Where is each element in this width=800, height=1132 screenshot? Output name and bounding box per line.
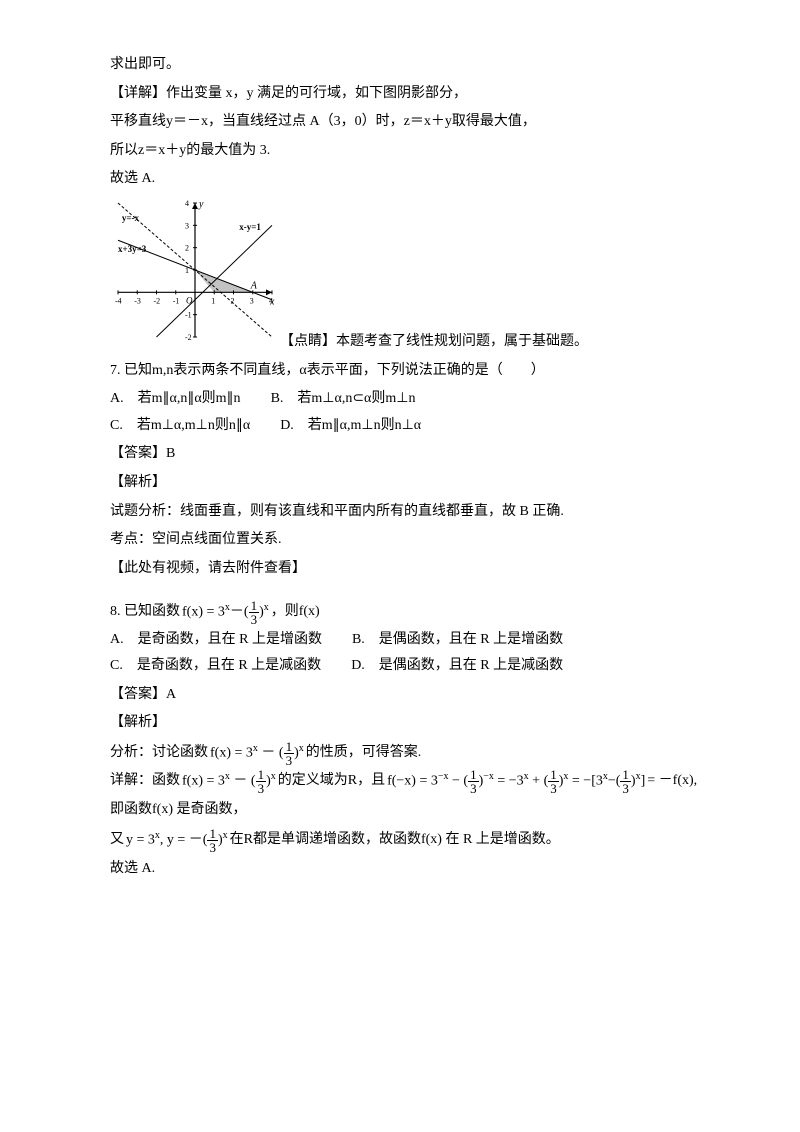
q8-opt-d: D. 是偶函数，且在 R 上是减函数 (351, 653, 563, 680)
svg-text:4: 4 (185, 199, 189, 208)
text: = －f(x), (647, 768, 697, 795)
svg-text:-1: -1 (185, 311, 192, 320)
svg-text:x+3y=3: x+3y=3 (118, 244, 147, 254)
q8-odd: 即函数f(x) 是奇函数， (110, 797, 710, 824)
q7-analysis-1: 试题分析：线面垂直，则有该直线和平面内所有的直线都垂直，故 B 正确. (110, 499, 710, 526)
svg-text:3: 3 (185, 221, 189, 230)
q7-options-row1: A. 若m∥α,n∥α则m∥n B. 若m⊥α,n⊂α则m⊥n (110, 386, 710, 413)
text: 平移直线y＝－x，当直线经过点 A（3，0）时，z＝x＋y取得最大值， (110, 109, 710, 136)
feasible-region-graph: xy-4-3-2-11234-2-11234Oy=-xx+3y=3x-y=1A (110, 195, 280, 356)
q8-final: 故选 A. (110, 856, 710, 883)
text: 在R都是单调递增函数，故函数f(x) 在 R 上是增函数。 (230, 827, 560, 854)
q8-opt-b: B. 是偶函数，且在 R 上是增函数 (352, 627, 563, 654)
q8-post: ，则f(x) (271, 599, 320, 626)
q7-analysis-2: 考点：空间点线面位置关系. (110, 527, 710, 554)
formula: f(x) = 3x － (13)x (182, 767, 276, 795)
q7-answer: 【答案】B (110, 441, 710, 468)
q7-opt-a: A. 若m∥α,n∥α则m∥n (110, 386, 241, 413)
svg-text:y: y (198, 199, 204, 210)
text: 分析：讨论函数 (110, 740, 208, 767)
q8-options-row1: A. 是奇函数，且在 R 上是增函数 B. 是偶函数，且在 R 上是增函数 (110, 627, 710, 654)
q7-opt-d: D. 若m∥α,m⊥n则n⊥α (280, 413, 421, 440)
q8-opt-a: A. 是奇函数，且在 R 上是增函数 (110, 627, 322, 654)
svg-text:x-y=1: x-y=1 (239, 222, 261, 232)
formula: f(x) = 3x － (13)x (210, 739, 304, 767)
q8-stem: 8. 已知函数 f(x) = 3x－(13)x ，则f(x) (110, 598, 710, 626)
q7-options-row2: C. 若m⊥α,m⊥n则n∥α D. 若m∥α,m⊥n则n⊥α (110, 413, 710, 440)
q8-detail: 详解：函数 f(x) = 3x － (13)x 的定义域为R，且 f(−x) =… (110, 767, 710, 795)
svg-text:3: 3 (250, 296, 254, 305)
svg-text:y=-x: y=-x (122, 213, 140, 223)
q8-formula: f(x) = 3x－(13)x (182, 598, 269, 626)
graph-caption: 【点睛】本题考查了线性规划问题，属于基础题。 (280, 329, 588, 356)
svg-text:-1: -1 (173, 296, 180, 305)
text: 故选 A. (110, 166, 710, 193)
q8-answer: 【答案】A (110, 682, 710, 709)
q8-options-row2: C. 是奇函数，且在 R 上是减函数 D. 是偶函数，且在 R 上是减函数 (110, 653, 710, 680)
text: 所以z＝x＋y的最大值为 3. (110, 138, 710, 165)
svg-text:2: 2 (231, 296, 235, 305)
text: 详解：函数 (110, 768, 180, 795)
svg-text:-3: -3 (134, 296, 141, 305)
svg-text:1: 1 (211, 296, 215, 305)
q7-video-note: 【此处有视频，请去附件查看】 (110, 556, 710, 583)
svg-text:-2: -2 (185, 333, 192, 342)
svg-text:4: 4 (269, 296, 273, 305)
svg-text:-4: -4 (115, 296, 122, 305)
svg-text:-2: -2 (154, 296, 161, 305)
q7-opt-c: C. 若m⊥α,m⊥n则n∥α (110, 413, 250, 440)
q7-analysis-label: 【解析】 (110, 470, 710, 497)
q8-opt-c: C. 是奇函数，且在 R 上是减函数 (110, 653, 321, 680)
svg-text:2: 2 (185, 244, 189, 253)
text: 的定义域为R，且 (278, 768, 385, 795)
text: 的性质，可得答案. (306, 740, 422, 767)
q7-stem: 7. 已知m,n表示两条不同直线，α表示平面，下列说法正确的是（ ） (110, 358, 710, 385)
text: 求出即可。 (110, 52, 710, 79)
q8-analysis-label: 【解析】 (110, 710, 710, 737)
q8-mono: 又 y = 3x, y = －(13)x 在R都是单调递增函数，故函数f(x) … (110, 826, 710, 854)
q8-analysis-fx: 分析：讨论函数 f(x) = 3x － (13)x 的性质，可得答案. (110, 739, 710, 767)
svg-text:O: O (186, 295, 193, 305)
text: 又 (110, 827, 124, 854)
graph-row: xy-4-3-2-11234-2-11234Oy=-xx+3y=3x-y=1A … (110, 195, 710, 356)
formula-long: f(−x) = 3−x − (13)−x = −3x + (13)x = −[3… (387, 767, 645, 795)
q8-pre: 8. 已知函数 (110, 599, 180, 626)
formula: y = 3x, y = －(13)x (126, 826, 228, 854)
svg-text:A: A (250, 280, 258, 291)
text: 【详解】作出变量 x，y 满足的可行域，如下图阴影部分， (110, 81, 710, 108)
q7-opt-b: B. 若m⊥α,n⊂α则m⊥n (271, 386, 416, 413)
